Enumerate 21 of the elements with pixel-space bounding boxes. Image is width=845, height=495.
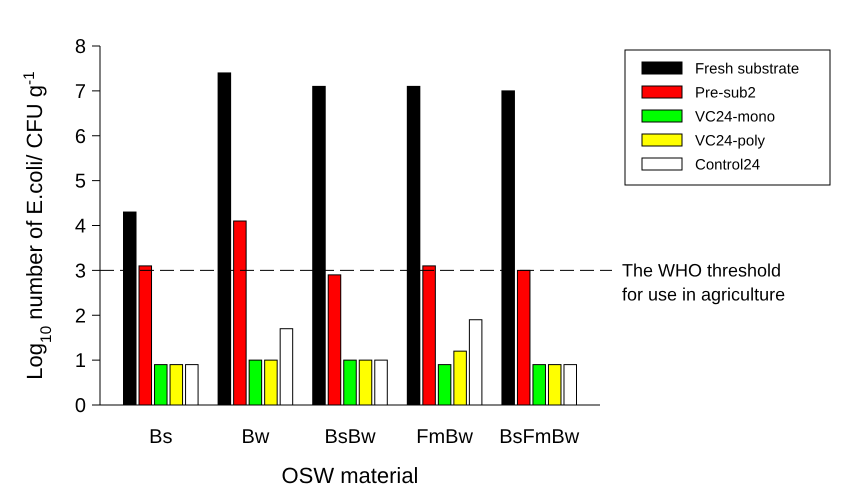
y-tick-label: 0	[74, 395, 86, 417]
x-tick-label: BsFmBw	[499, 426, 580, 448]
y-tick-label: 1	[74, 350, 86, 372]
legend-label: VC24-poly	[695, 132, 766, 150]
legend-label: Pre-sub2	[695, 84, 756, 102]
y-tick-label: 2	[74, 305, 86, 328]
x-tick-label: BsBw	[324, 426, 376, 448]
x-tick-label: Bw	[241, 426, 270, 448]
y-tick-label: 8	[74, 36, 86, 58]
y-tick-label: 5	[74, 170, 86, 193]
ref-line-label: The WHO threshold for use in agriculture	[622, 260, 786, 304]
x-tick-label: FmBw	[416, 426, 474, 448]
y-tick-label: 6	[74, 126, 86, 148]
x-axis-title: OSW material	[282, 463, 418, 488]
legend-label: Fresh substrate	[695, 60, 800, 78]
y-tick-label: 3	[74, 260, 86, 282]
y-tick-label: 4	[74, 216, 86, 238]
y-tick-label: 7	[74, 80, 86, 103]
x-tick-label: Bs	[149, 426, 172, 448]
legend-label: Control24	[695, 156, 760, 174]
legend-label: VC24-mono	[695, 108, 776, 126]
